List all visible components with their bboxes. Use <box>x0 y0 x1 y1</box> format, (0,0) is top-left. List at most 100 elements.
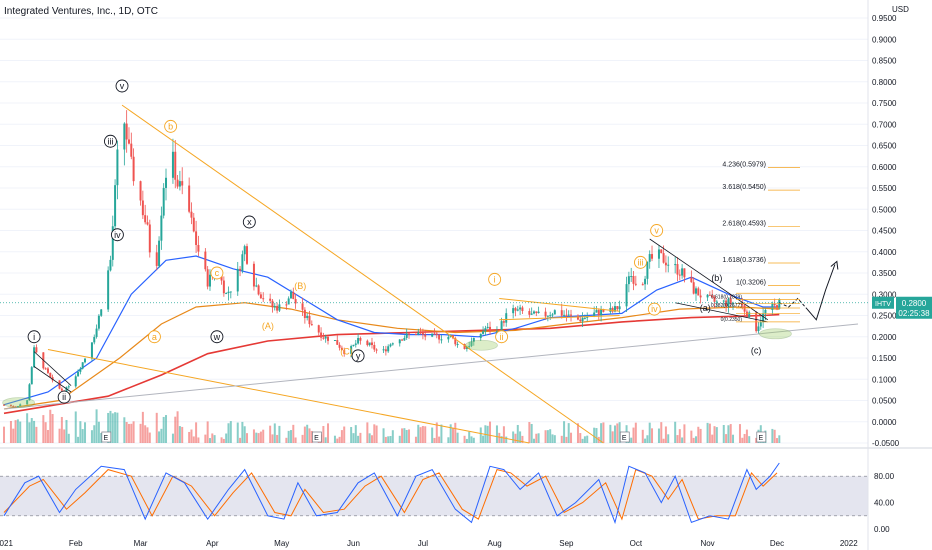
volume-bar <box>58 428 61 443</box>
volume-bar <box>482 435 485 443</box>
candle-body <box>165 177 168 188</box>
time-tick-label: Aug <box>488 539 502 548</box>
volume-bar <box>530 424 533 443</box>
volume-bar <box>391 430 394 443</box>
candle-body <box>706 294 709 298</box>
candle-body <box>408 333 411 335</box>
wave-label: (C) <box>340 347 353 357</box>
volume-bar <box>197 437 200 443</box>
candle-body <box>178 181 181 187</box>
wave-label-circle <box>242 215 256 229</box>
price-tick-label: 0.7500 <box>872 99 897 108</box>
earnings-marker-box <box>619 431 630 443</box>
volume-bar <box>648 422 651 443</box>
volume-bar <box>28 422 31 443</box>
wave-label: iv <box>651 304 658 314</box>
wedge-down-line-upper <box>649 238 768 321</box>
candle-body <box>60 388 63 391</box>
candle-body <box>246 246 249 264</box>
volume-bar <box>100 432 103 443</box>
forecast-arrowhead <box>830 260 839 270</box>
volume-bar <box>306 424 309 443</box>
candle-body <box>641 284 644 286</box>
candle-body <box>773 303 776 306</box>
candle-body <box>243 246 246 255</box>
price-tick-label: 0.1500 <box>872 354 897 363</box>
candle-body <box>470 341 473 347</box>
candle-body <box>259 294 262 299</box>
support-line <box>3 323 859 410</box>
volume-bar <box>74 411 77 443</box>
wave-label: v <box>120 81 125 91</box>
volume-bar <box>549 429 552 443</box>
wave-label: y <box>356 351 361 361</box>
candle-body <box>116 149 119 186</box>
candle-body <box>387 346 390 352</box>
volume-bar <box>595 428 598 443</box>
candle-body <box>748 312 751 318</box>
candle-body <box>190 211 193 218</box>
volume-bar <box>664 426 667 443</box>
volume-bar <box>424 426 427 443</box>
volume-bar <box>301 434 304 443</box>
volume-bar <box>454 422 457 443</box>
volume-bar <box>51 414 54 443</box>
candle-body <box>26 400 29 405</box>
candle-body <box>350 346 353 354</box>
volume-bar <box>155 412 158 443</box>
forecast-path <box>806 264 836 321</box>
triangle-line-lower <box>499 315 620 321</box>
candle-body <box>225 293 228 295</box>
volume-bar <box>97 421 100 443</box>
candle-body <box>745 311 748 318</box>
candle-body <box>463 344 466 350</box>
volume-bar <box>338 436 341 443</box>
candle-body <box>236 268 239 292</box>
candle-body <box>375 349 378 351</box>
candle-body <box>421 332 424 335</box>
volume-bar <box>699 428 702 443</box>
volume-bar <box>405 429 408 443</box>
volume-bar <box>646 435 649 443</box>
candle-body <box>502 321 505 323</box>
candle-body <box>551 314 554 316</box>
volume-bar <box>692 437 695 443</box>
volume-bar <box>243 426 246 443</box>
candle-body <box>597 310 600 316</box>
candle-body <box>514 308 517 311</box>
volume-bar <box>465 438 468 443</box>
candle-body <box>155 252 158 266</box>
candle-body <box>530 313 533 315</box>
volume-bar <box>519 431 522 443</box>
volume-bar <box>14 420 17 443</box>
volume-bar <box>514 433 517 443</box>
candle-body <box>722 300 725 302</box>
volume-bar <box>192 436 195 443</box>
volume-bar <box>602 422 605 443</box>
volume-bar <box>67 433 70 443</box>
candle-body <box>519 307 522 310</box>
symbol-title[interactable]: Integrated Ventures, Inc., 1D, OTC <box>4 6 158 17</box>
volume-bar <box>456 432 459 443</box>
candle-body <box>222 280 225 294</box>
volume-bar <box>586 435 589 443</box>
volume-bar <box>690 430 693 443</box>
candle-body <box>391 343 394 345</box>
candle-body <box>611 307 614 312</box>
volume-bar <box>204 434 207 443</box>
volume-bar <box>495 425 498 443</box>
volume-bar <box>171 433 174 443</box>
volume-bar <box>593 427 596 443</box>
volume-bar <box>676 435 679 443</box>
volume-bar <box>350 427 353 443</box>
volume-bar <box>560 435 563 443</box>
volume-bar <box>262 429 265 443</box>
volume-bar <box>502 426 505 443</box>
time-tick-label: 2021 <box>0 539 13 548</box>
volume-bar <box>408 429 411 443</box>
candle-body <box>84 358 87 363</box>
volume-bar <box>60 416 63 443</box>
candle-body <box>160 215 163 241</box>
price-tick-label: 0.8500 <box>872 57 897 66</box>
candle-body <box>762 313 765 323</box>
